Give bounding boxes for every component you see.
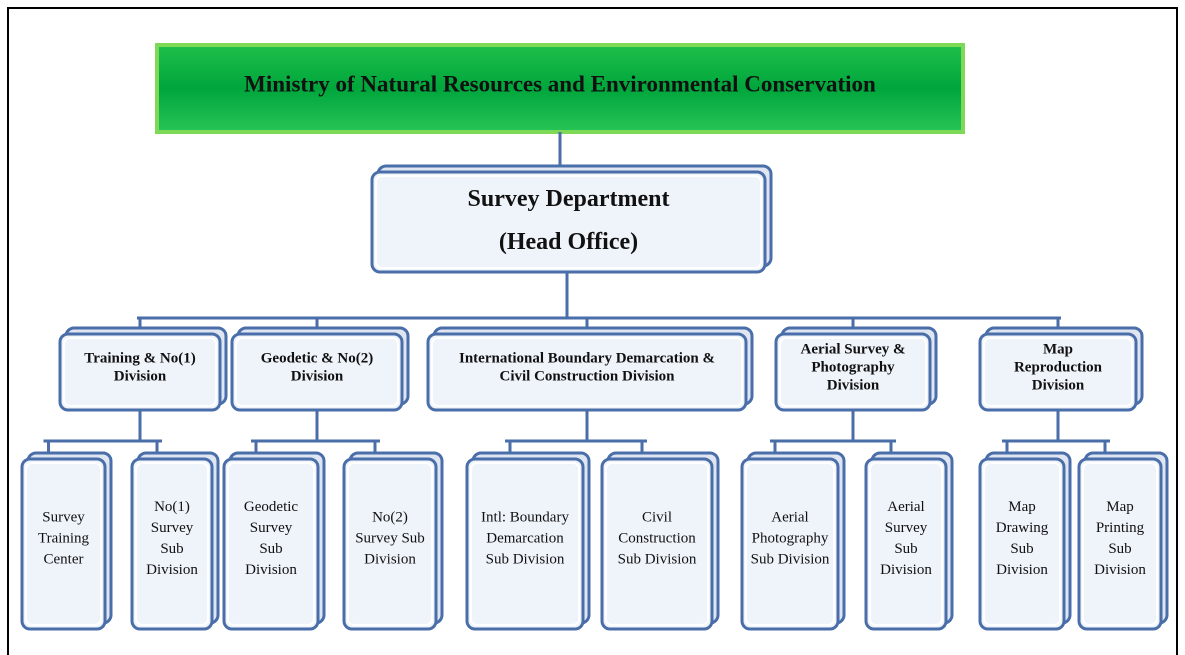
subdivision-label: Training [38,530,90,546]
division-box [58,332,222,412]
subdivision-box-inner [869,462,943,626]
division-label: International Boundary Demarcation & [459,350,715,366]
subdivision-box-inner [347,462,433,626]
subdivision-label: Sub Division [618,551,697,567]
subdivision-box [978,457,1066,631]
subdivision-box-inner [25,462,102,626]
subdivision-label: Sub [259,541,282,557]
subdivision-label: Division [245,562,297,578]
head-label: Survey Department [468,186,670,212]
root-label: Ministry of Natural Resources and Enviro… [244,71,876,96]
subdivision-box [20,457,107,631]
subdivision-label: Center [44,551,84,567]
subdivision-box-inner [605,462,709,626]
subdivision-label: Sub [160,541,183,557]
subdivision-box-inner [983,462,1061,626]
subdivision-label: Drawing [996,520,1049,536]
subdivision-box-inner [745,462,835,626]
division-label: Division [827,377,880,393]
subdivision-box [465,457,585,631]
subdivision-box-inner [470,462,580,626]
subdivision-label: Sub [1108,541,1131,557]
head-box-inner [375,175,762,269]
subdivision-label: Division [146,562,198,578]
division-box [978,332,1138,412]
division-label: Aerial Survey & [801,341,906,357]
subdivision-box [342,457,438,631]
subdivision-label: Printing [1096,520,1145,536]
subdivision-label: Sub Division [751,551,830,567]
division-label: Photography [811,359,895,375]
subdivision-label: Construction [618,530,696,546]
subdivision-box [864,457,948,631]
subdivision-label: Sub [894,541,917,557]
subdivision-box [740,457,840,631]
subdivision-box-inner [227,462,315,626]
division-box [426,332,748,412]
subdivision-box [1077,457,1163,631]
head-box [370,170,767,274]
division-label: Geodetic & No(2) [261,350,373,366]
division-box-inner [431,337,743,407]
subdivision-label: Aerial [771,509,808,525]
division-box [230,332,404,412]
division-box-inner [63,337,217,407]
subdivision-label: Survey [151,520,194,536]
subdivision-label: Photography [752,530,829,546]
division-label: Division [114,368,167,384]
subdivision-label: Map [1008,499,1036,515]
division-label: Division [291,368,344,384]
subdivision-box-inner [135,462,209,626]
subdivision-label: Geodetic [244,499,298,515]
division-label: Reproduction [1014,359,1103,375]
subdivision-box [130,457,214,631]
subdivision-box-inner [1082,462,1158,626]
subdivision-label: Division [364,551,416,567]
division-box-inner [779,337,927,407]
subdivision-label: Survey [885,520,928,536]
subdivision-label: Sub Division [486,551,565,567]
subdivision-label: Map [1106,499,1134,515]
division-box-inner [983,337,1133,407]
subdivision-label: Demarcation [486,530,564,546]
subdivision-label: Aerial [887,499,924,515]
subdivision-label: Division [1094,562,1146,578]
subdivision-label: Division [880,562,932,578]
subdivision-label: Survey Sub [355,530,425,546]
division-label: Division [1032,377,1085,393]
division-box-inner [235,337,399,407]
subdivision-label: No(2) [372,509,408,525]
subdivision-box [600,457,714,631]
division-box [774,332,932,412]
frame [7,7,1178,655]
subdivision-label: Survey [42,509,85,525]
subdivision-label: Civil [642,509,672,525]
division-label: Map [1043,341,1073,357]
subdivision-label: Survey [250,520,293,536]
subdivision-label: Sub [1010,541,1033,557]
division-label: Training & No(1) [84,350,195,366]
subdivision-box [222,457,320,631]
division-label: Civil Construction Division [499,368,675,384]
subdivision-label: Intl: Boundary [481,509,569,525]
subdivision-label: Division [996,562,1048,578]
subdivision-label: No(1) [154,499,190,515]
head-label: (Head Office) [499,229,638,255]
